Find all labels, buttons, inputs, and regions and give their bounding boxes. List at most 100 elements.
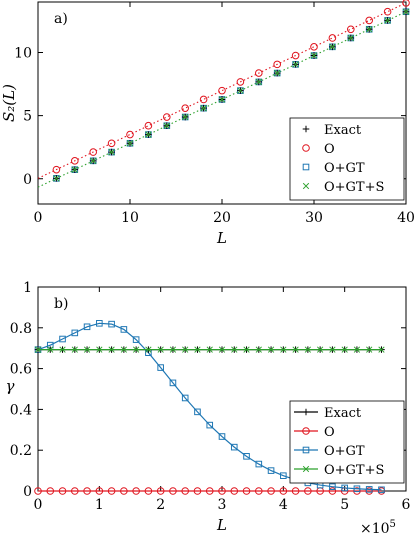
point-o-gt-s [206, 346, 213, 353]
y-tick-label: 0.6 [10, 362, 32, 378]
legend-label-o-gt-s: O+GT+S [324, 180, 384, 195]
panel-b-label: b) [54, 296, 68, 312]
y-tick-label: 0 [23, 484, 32, 500]
point-o [58, 487, 67, 495]
point-o [328, 487, 337, 495]
point-o-gt [194, 408, 201, 416]
point-o-gt-s [96, 346, 103, 353]
point-o-gt-s [157, 346, 164, 353]
point-o [242, 487, 251, 495]
point-o-gt [169, 379, 177, 387]
point-o [273, 60, 282, 69]
legend-box [289, 117, 405, 201]
point-o-gt-s [182, 346, 189, 353]
panel-a-marks [52, 0, 410, 182]
point-o-gt-s [384, 17, 391, 24]
point-o [144, 121, 153, 130]
point-o-gt-s [145, 346, 152, 353]
point-o-gt [132, 336, 140, 343]
point-o-gt-s [132, 346, 140, 353]
legend-label-o-gt: O+GT [324, 161, 365, 176]
point-o [126, 130, 134, 139]
point-o-gt-s [329, 43, 336, 50]
point-o-gt-s [292, 346, 299, 353]
point-o-gt-s [231, 346, 238, 353]
x-tick-label: 30 [305, 210, 323, 226]
point-o-gt [353, 485, 361, 493]
x-tick-label: 10 [121, 210, 139, 226]
point-o [347, 25, 355, 34]
point-o [52, 165, 61, 174]
point-o-gt-s [200, 105, 207, 112]
point-o [291, 51, 300, 60]
point-o-gt-s [316, 346, 324, 353]
point-o-gt [255, 460, 263, 468]
point-o [144, 487, 153, 495]
point-o [304, 487, 312, 495]
point-o-gt [218, 433, 226, 440]
y-tick-label: 5 [23, 109, 32, 125]
point-o-gt-s [366, 26, 373, 33]
point-o [236, 78, 245, 86]
point-o [218, 86, 226, 95]
point-o [205, 487, 214, 495]
point-o [310, 43, 318, 51]
point-o [71, 157, 79, 165]
x-tick-label: 0 [34, 497, 43, 513]
point-o [120, 487, 128, 495]
point-o-gt [108, 320, 115, 328]
point-o-gt-s [71, 166, 78, 173]
series-o-gt-s [53, 8, 410, 182]
panel-a-xlabel: L [216, 229, 227, 247]
point-o-gt-s [292, 61, 299, 68]
point-o-gt [120, 326, 128, 333]
point-o [132, 487, 140, 495]
panel-a-ylabel: S₂(L) [0, 84, 18, 122]
point-o [163, 113, 171, 121]
point-o-gt-s [218, 346, 226, 353]
legend-marker-o [302, 144, 310, 152]
point-o-gt-s [310, 52, 318, 59]
point-o [169, 487, 177, 495]
point-o-gt-s [34, 346, 42, 353]
point-o [107, 139, 116, 148]
point-o-gt [267, 467, 275, 474]
point-o-gt-s [366, 346, 373, 353]
point-o [181, 487, 189, 495]
point-o [34, 487, 42, 495]
point-o-gt-s [347, 34, 354, 42]
x-tick-label: 2 [156, 497, 165, 513]
point-o-gt-s [304, 346, 312, 353]
point-o [156, 487, 165, 495]
legend-label-exact: Exact [324, 406, 362, 421]
point-o-gt-s [378, 346, 385, 353]
point-o [89, 148, 97, 156]
legend-marker-o-gt-s [302, 182, 310, 190]
point-o-gt-s [145, 131, 152, 138]
point-o-gt-s [90, 157, 97, 164]
point-o-gt [206, 421, 214, 429]
x-exponent-base: ×10 [360, 521, 390, 537]
point-o-gt-s [108, 346, 115, 353]
panel-b-ylabel: γ [6, 377, 15, 395]
point-o [291, 487, 300, 495]
point-o [218, 487, 226, 495]
point-o-gt-s [274, 69, 281, 77]
point-o [181, 104, 189, 112]
panel-a: 0 10 20 30 40 0 5 10 a) L S₂(L) Exact O O+GT O+GT+… [0, 0, 415, 247]
point-o [383, 7, 392, 16]
x-tick-label: 4 [279, 497, 288, 513]
series-o [52, 0, 410, 174]
legend-label-o-gt-s: O+GT+S [324, 463, 384, 478]
x-tick-label: 40 [397, 210, 415, 226]
point-o-gt-s [267, 346, 275, 353]
legend-label-o-gt: O+GT [324, 444, 365, 459]
legend-marker-o-gt [302, 446, 310, 454]
point-o-gt [96, 320, 103, 327]
point-o [71, 487, 79, 495]
point-o-gt [181, 394, 189, 402]
point-o-gt-s [255, 78, 262, 86]
point-o-gt [341, 484, 348, 492]
x-tick-label: 20 [213, 210, 231, 226]
